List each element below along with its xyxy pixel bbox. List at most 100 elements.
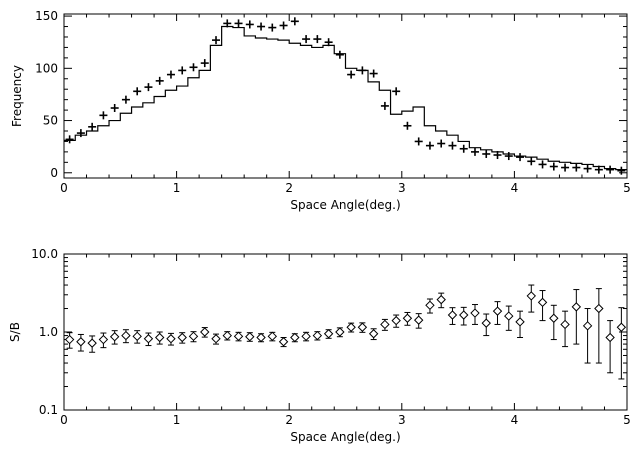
diamond-marker [571, 302, 582, 312]
diamond-marker [549, 313, 559, 323]
sb-point [616, 307, 627, 380]
plus-marker [414, 137, 423, 146]
y-tick-label: 0.1 [39, 403, 58, 417]
sb-point [605, 320, 615, 374]
plus-marker [594, 165, 603, 174]
sb-point [76, 333, 86, 352]
sb-point [121, 329, 131, 344]
sb-point [537, 290, 548, 322]
diamond-marker [335, 327, 345, 337]
plus-marker [369, 69, 378, 78]
sb-point [436, 292, 446, 309]
plus-marker [268, 23, 277, 32]
diamond-marker [447, 310, 458, 320]
sb-point [459, 306, 469, 326]
diamond-marker [87, 338, 97, 348]
plus-marker [178, 66, 187, 75]
sb-point [368, 328, 379, 341]
diamond-marker [470, 308, 480, 318]
sb-point [132, 330, 142, 344]
x-tick-label: 5 [623, 181, 630, 195]
diamond-marker [537, 297, 548, 308]
diamond-marker [76, 337, 86, 347]
diamond-marker [515, 317, 525, 327]
x-tick-label: 3 [398, 413, 406, 427]
sb-point [312, 330, 323, 341]
sb-point [177, 332, 187, 344]
diamond-marker [301, 331, 311, 342]
plus-marker [403, 121, 412, 130]
diamond-marker [616, 322, 627, 332]
diamond-marker [143, 334, 154, 344]
sb-point [582, 308, 593, 364]
diamond-marker [436, 294, 446, 305]
x-tick-label: 0 [60, 413, 68, 427]
diamond-marker [177, 332, 187, 343]
sb-point [323, 329, 334, 339]
plus-marker [212, 36, 221, 45]
sb-point [504, 305, 514, 331]
sb-point [402, 311, 413, 326]
sb-point [515, 310, 525, 339]
diamond-marker [64, 334, 75, 345]
sb-point [492, 301, 503, 325]
plus-marker [527, 157, 536, 166]
plus-marker [583, 164, 592, 173]
plus-marker [76, 129, 85, 138]
sb-point [87, 335, 97, 353]
diamond-marker [211, 334, 221, 344]
x-tick-label: 4 [511, 413, 519, 427]
plus-marker [561, 163, 570, 172]
sb-point [413, 313, 424, 329]
diamond-marker [413, 315, 424, 325]
sb-point [380, 318, 390, 331]
diamond-marker [267, 331, 278, 342]
x-tick-label: 4 [511, 181, 519, 195]
sb-point [188, 331, 199, 343]
sb-point [256, 332, 266, 343]
sb-point [301, 331, 311, 342]
diamond-marker [504, 311, 514, 321]
diamond-marker [380, 319, 390, 330]
diamond-marker [560, 319, 570, 330]
plus-marker [335, 50, 344, 59]
diamond-marker [402, 313, 413, 323]
diamond-marker [357, 322, 368, 332]
diamond-marker [121, 330, 131, 341]
y-tick-label: 0 [50, 166, 58, 180]
diamond-marker [256, 332, 266, 343]
plus-marker [437, 139, 446, 148]
diamond-marker [132, 331, 142, 342]
plus-marker [392, 87, 401, 96]
sb-point [594, 288, 604, 364]
sb-point [357, 322, 368, 333]
sb-point [211, 333, 221, 345]
plus-marker [459, 144, 468, 153]
x-tick-label: 3 [398, 181, 406, 195]
diamond-marker [492, 306, 503, 316]
x-tick-label: 1 [173, 181, 181, 195]
y-axis-title: S/B [8, 322, 22, 342]
plot-frame [63, 13, 628, 179]
diamond-marker [391, 315, 401, 326]
plus-marker [302, 35, 311, 44]
plus-marker [572, 163, 581, 172]
sb-point [391, 314, 401, 328]
sb-point [447, 307, 458, 325]
x-tick-label: 2 [285, 413, 293, 427]
y-tick-label: 1.0 [39, 325, 58, 339]
plus-marker [313, 35, 322, 44]
sb-point [335, 327, 345, 338]
plus-marker [99, 111, 108, 120]
y-tick-label: 100 [35, 61, 58, 75]
diamond-marker [166, 334, 176, 344]
x-axis-title: Space Angle(deg.) [290, 198, 400, 212]
signal-to-background-plot: 0 1 2 3 4 5 0.1 1.0 10.0 Space Angle(deg.) S/B [8, 247, 630, 444]
plus-marker [279, 21, 288, 30]
diamond-marker [312, 330, 323, 341]
y-tick-label: 150 [35, 9, 58, 23]
y-tick-label: 50 [43, 114, 58, 128]
plus-marker [88, 122, 97, 131]
sb-point [290, 332, 300, 343]
